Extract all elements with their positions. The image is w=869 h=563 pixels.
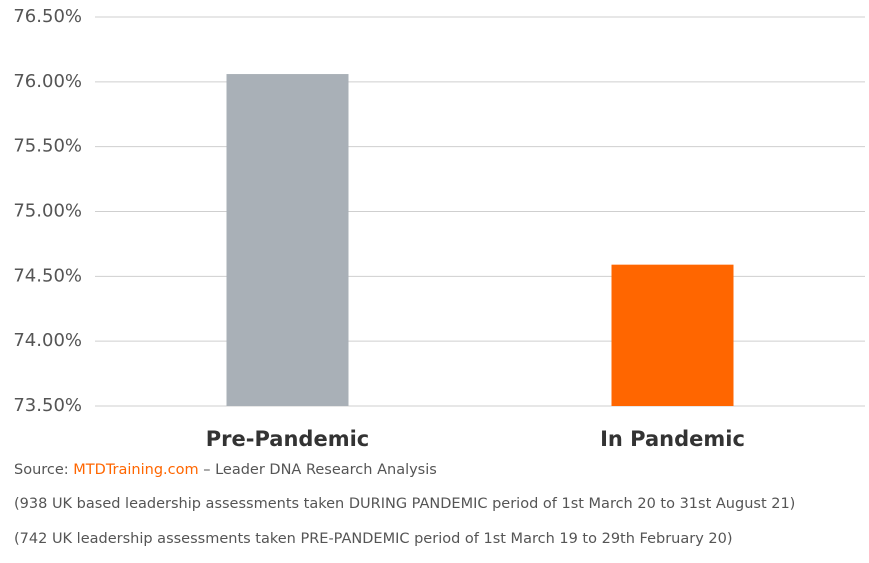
y-tick-label: 74.00% xyxy=(13,330,82,351)
y-tick-label: 75.00% xyxy=(13,201,82,222)
source-link[interactable]: MTDTraining.com xyxy=(73,462,199,478)
source-suffix: – Leader DNA Research Analysis xyxy=(198,462,437,478)
source: Source: MTDTraining.com – Leader DNA Res… xyxy=(14,462,437,478)
chart: 73.50% 74.00% 74.50% 75.00% 75.50% 76.00% 76.5… xyxy=(13,6,865,451)
y-tick-label: 75.50% xyxy=(13,136,82,157)
y-tick-label: 73.50% xyxy=(13,395,82,416)
note: (938 UK based leadership assessments tak… xyxy=(14,496,796,512)
x-tick-label: In Pandemic xyxy=(600,427,745,451)
x-tick-label: Pre-Pandemic xyxy=(206,427,369,451)
note: (742 UK leadership assessments taken PRE… xyxy=(14,531,733,547)
source-prefix: Source: xyxy=(14,462,74,478)
y-tick-label: 74.50% xyxy=(13,265,82,286)
y-tick-label: 76.50% xyxy=(13,6,82,27)
bar xyxy=(226,74,349,406)
bar xyxy=(611,264,734,406)
y-tick-label: 76.00% xyxy=(13,71,82,92)
